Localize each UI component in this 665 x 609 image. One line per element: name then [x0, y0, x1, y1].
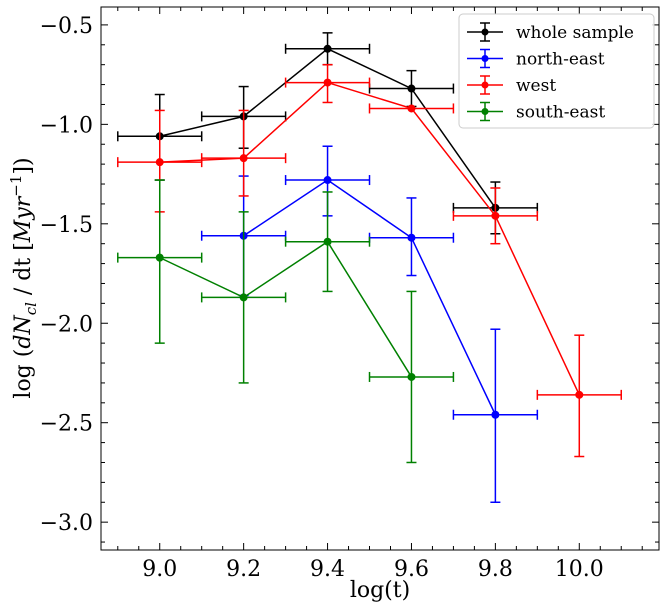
- series-line: [243, 179, 497, 416]
- y-axis-label: log (dNcl / dt [Myr−1]): [7, 157, 40, 398]
- data-point: [323, 78, 332, 87]
- legend-marker: [481, 28, 489, 36]
- plot-frame: [100, 6, 660, 551]
- legend-label: west: [516, 76, 556, 96]
- legend-entry: north-east: [467, 48, 605, 70]
- legend-label: north-east: [516, 50, 605, 70]
- data-point: [323, 237, 332, 246]
- series-south-east: [117, 179, 455, 464]
- series-line: [159, 240, 413, 378]
- legend-box: [458, 13, 655, 129]
- legend-label: whole sample: [516, 23, 634, 43]
- x-tick-label: 9.8: [478, 557, 513, 582]
- y-tick-label: −2.5: [40, 412, 93, 437]
- data-point: [407, 104, 416, 113]
- data-point: [407, 372, 416, 381]
- data-point: [155, 253, 164, 262]
- x-axis-label: log(t): [350, 578, 410, 603]
- legend: whole sample north-east west south-east: [458, 13, 655, 129]
- data-point: [155, 158, 164, 167]
- axis-ticks: 9.0 9.2 9.4 9.6 9.8 10.0 −3.0 −2.5 −2.0 −1.5 −1.0 −…: [40, 7, 659, 582]
- y-tick-label: −3.0: [40, 511, 93, 536]
- data-point: [239, 293, 248, 302]
- x-tick-label: 10.0: [555, 557, 604, 582]
- legend-entry: whole sample: [467, 22, 634, 43]
- legend-entry: south-east: [467, 101, 605, 123]
- data-point: [491, 211, 500, 220]
- data-point: [323, 44, 332, 53]
- y-tick-label: −0.5: [40, 14, 93, 39]
- y-tick-label: −1.5: [40, 213, 93, 238]
- x-tick-label: 9.2: [226, 557, 261, 582]
- x-tick-label: 9.6: [394, 557, 429, 582]
- legend-marker: [481, 108, 489, 115]
- x-tick-label: 9.4: [310, 557, 345, 582]
- y-tick-label: −2.0: [40, 312, 93, 337]
- y-tick-label: −1.0: [40, 113, 93, 138]
- data-point: [575, 390, 584, 399]
- data-point: [239, 154, 248, 163]
- data-point: [407, 233, 416, 242]
- series-layer: [117, 32, 622, 504]
- legend-entry: west: [467, 75, 556, 96]
- data-point: [323, 176, 332, 185]
- series-north-east: [200, 145, 539, 504]
- legend-marker: [481, 55, 489, 62]
- legend-marker: [481, 81, 489, 89]
- data-point: [491, 410, 500, 419]
- x-tick-label: 9.0: [142, 557, 177, 582]
- series-west: [117, 63, 622, 458]
- legend-label: south-east: [516, 103, 605, 123]
- data-point: [407, 84, 416, 93]
